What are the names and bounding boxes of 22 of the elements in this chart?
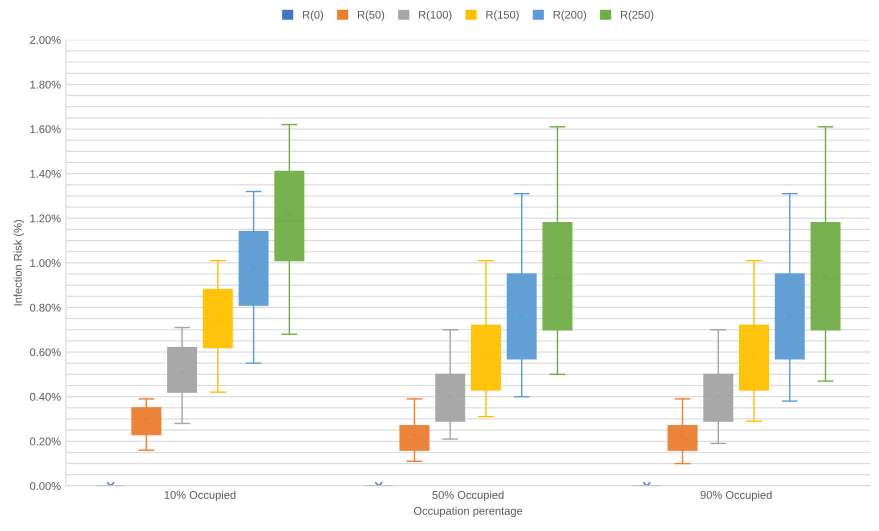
- legend-label: R(100): [419, 10, 452, 21]
- y-tick-label: 1.40%: [30, 170, 61, 178]
- legend-label: R(0): [303, 10, 324, 21]
- y-tick-label: 0.20%: [30, 438, 61, 446]
- legend-label: R(200): [554, 10, 586, 21]
- legend-label: R(250): [620, 10, 654, 21]
- y-tick-label: 1.00%: [30, 259, 61, 267]
- x-tick-label: 10% Occupied: [164, 490, 236, 502]
- legend-label: R(150): [486, 10, 519, 21]
- legend-label: R(50): [358, 10, 384, 21]
- x-tick-label: 50% Occupied: [432, 490, 504, 502]
- y-tick-label: 1.80%: [30, 80, 61, 89]
- y-axis-title: Infection Risk (%): [14, 220, 24, 306]
- x-axis-title: Occupation perentage: [414, 506, 522, 517]
- y-tick-label: 0.60%: [30, 348, 61, 356]
- y-tick-label: 0.80%: [30, 304, 61, 312]
- x-tick-label: 90% Occupied: [700, 490, 772, 502]
- y-tick-label: 1.20%: [30, 214, 61, 222]
- y-tick-label: 2.00%: [30, 36, 61, 44]
- y-tick-label: 0.40%: [30, 392, 61, 401]
- y-tick-label: 1.60%: [30, 125, 61, 134]
- y-tick-label: 0.00%: [30, 482, 61, 490]
